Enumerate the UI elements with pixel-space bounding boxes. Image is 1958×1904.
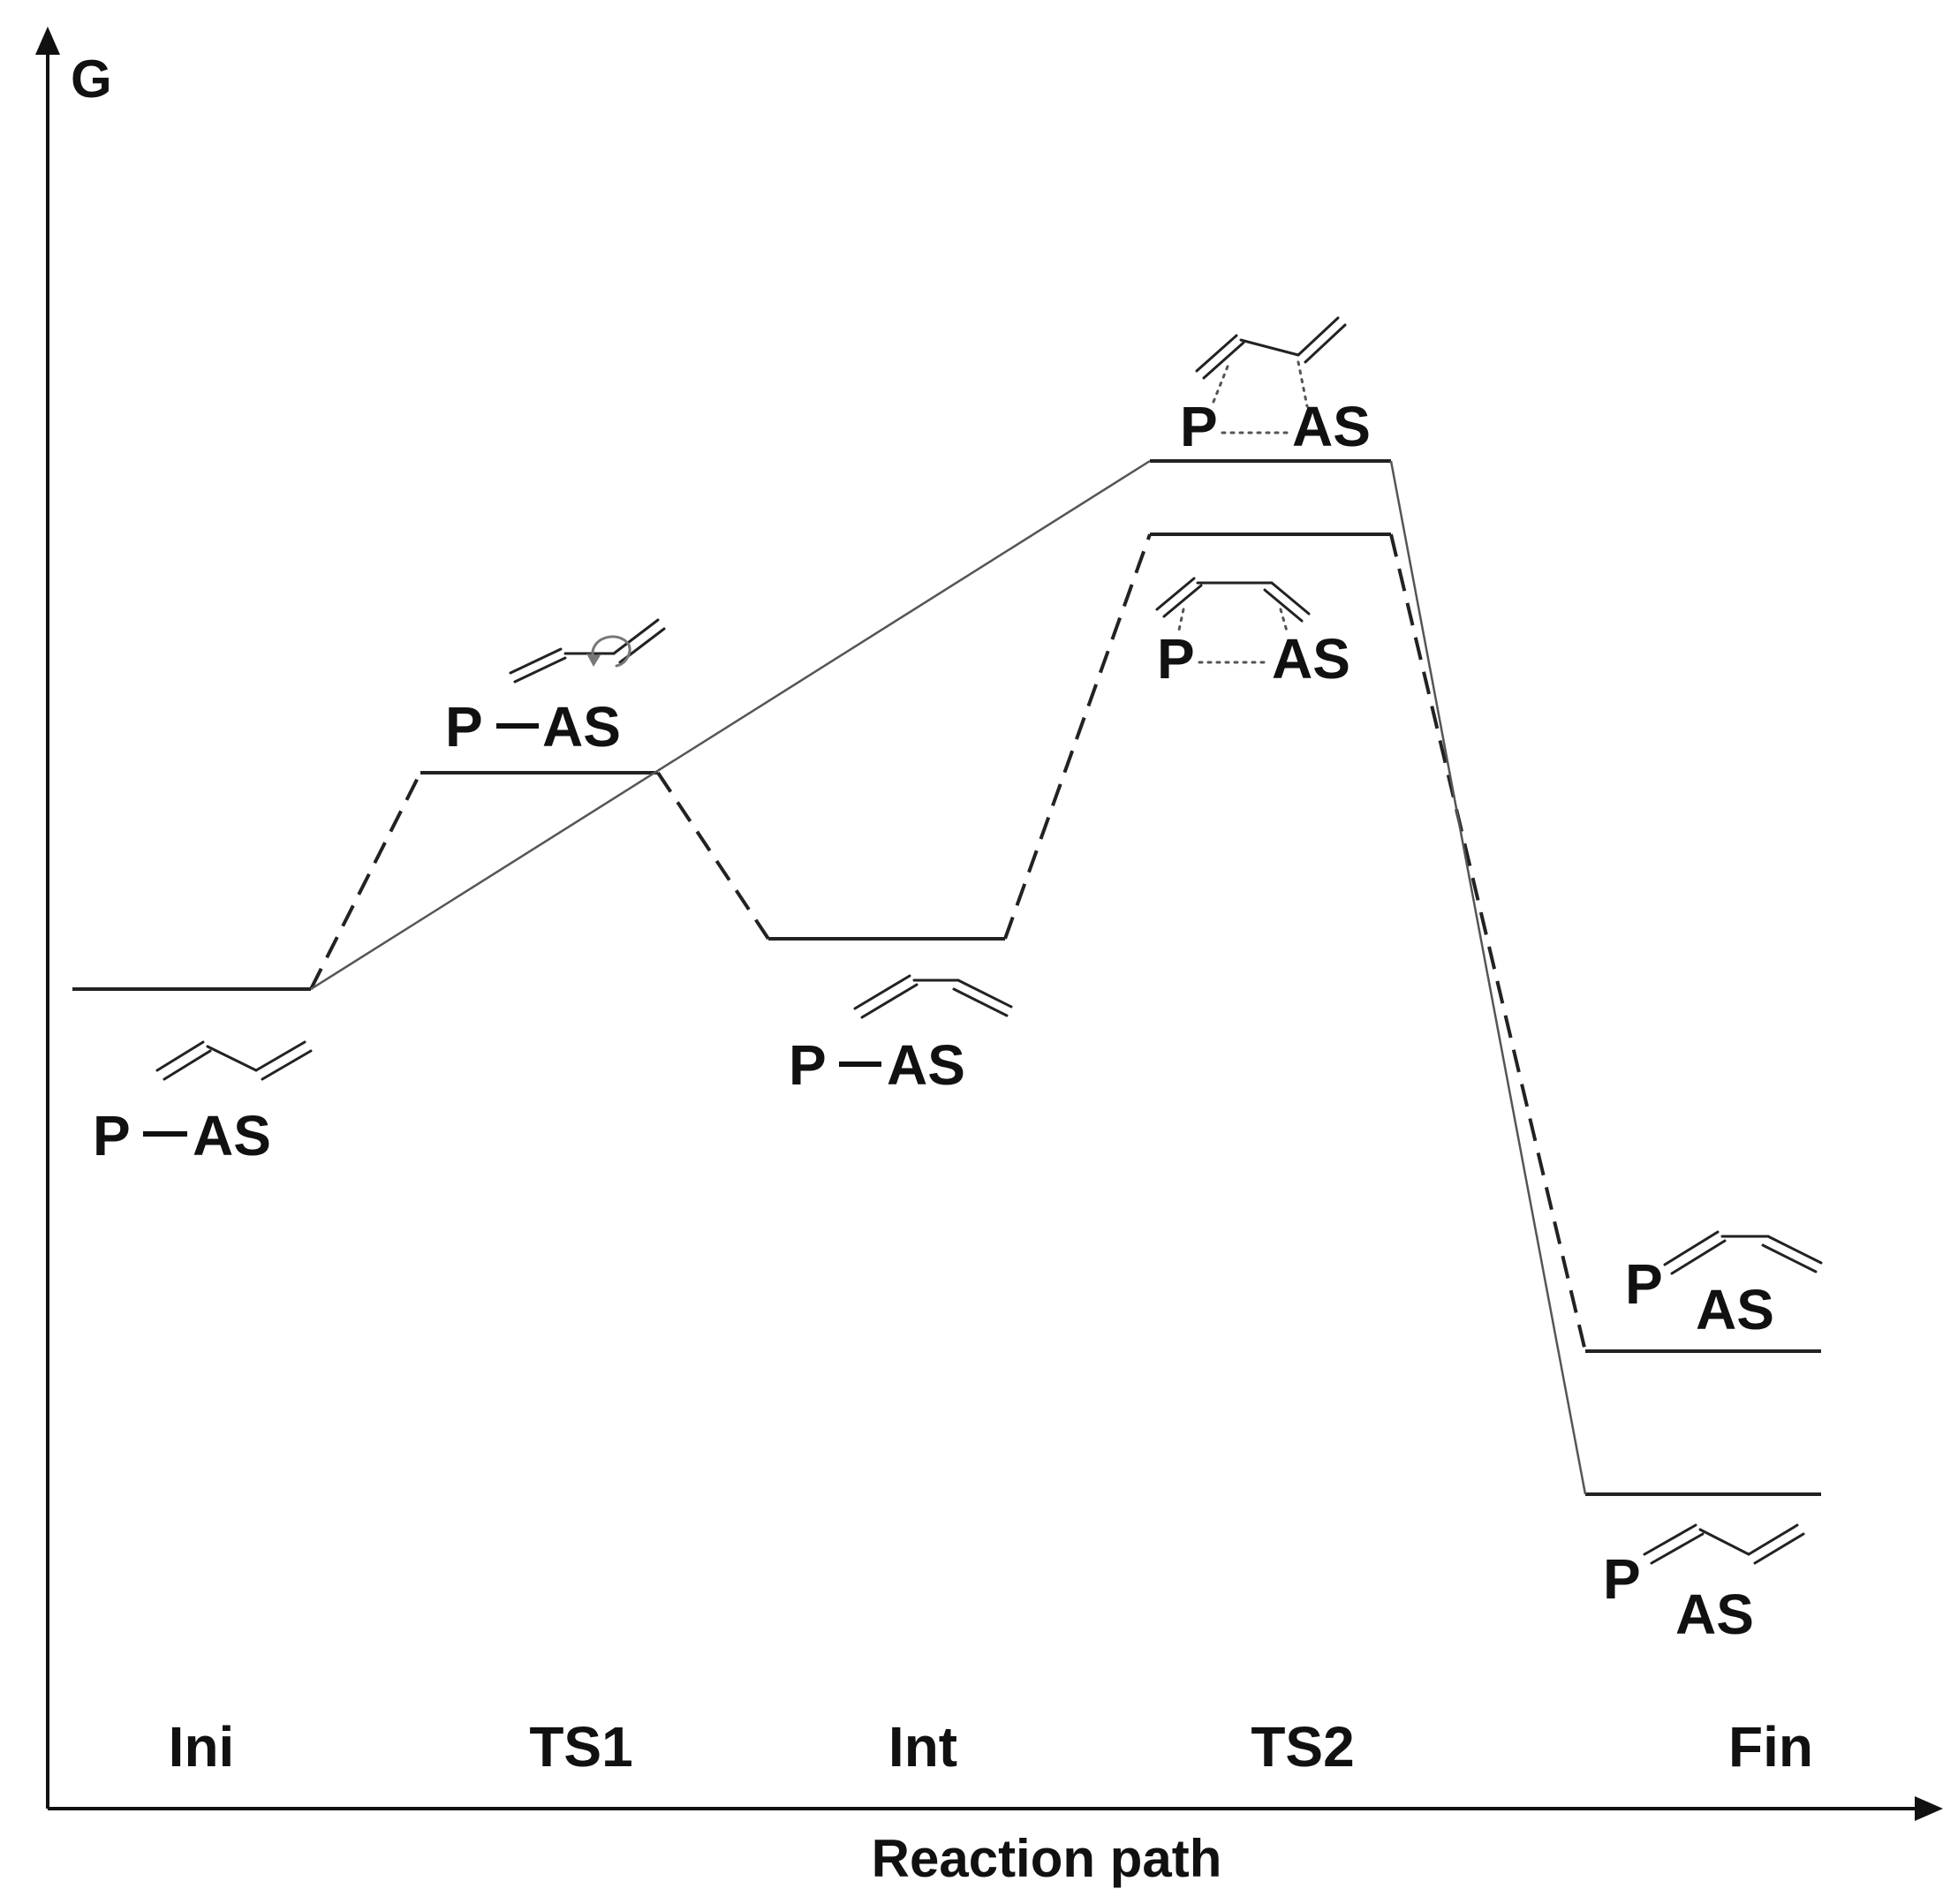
species-int-p: P [789, 1033, 827, 1097]
concerted-path-ts2-fin [1389, 460, 1587, 1495]
molecule-fin-upper-icon [1663, 1230, 1823, 1275]
concerted-path-ini-ts2 [310, 459, 1151, 991]
partial-bond-icon [1176, 608, 1185, 636]
species-fin-lower-p: P [1603, 1547, 1641, 1611]
partial-bond-icon [1279, 608, 1289, 636]
dashed-path-ini-ts1 [309, 772, 422, 990]
species-ts2-upper: P AS [1180, 316, 1371, 458]
species-ts2-lower-as: AS [1272, 627, 1350, 691]
dashed-path-int-ts2 [1003, 533, 1152, 940]
y-axis-arrowhead [35, 26, 60, 55]
species-ts1: P AS [445, 618, 666, 759]
species-fin-lower: P AS [1603, 1523, 1805, 1646]
species-ts2-lower: P AS [1155, 577, 1350, 691]
species-int: P AS [789, 974, 1013, 1097]
species-fin-lower-as: AS [1675, 1583, 1754, 1646]
molecule-int-icon [853, 974, 1013, 1019]
species-ini: P AS [93, 1040, 313, 1167]
species-ts2-lower-p: P [1157, 627, 1195, 691]
partial-bond-icon [1210, 365, 1229, 408]
species-ts2-upper-p: P [1180, 395, 1218, 458]
molecule-fin-lower-icon [1643, 1523, 1805, 1565]
stage-label-fin: Fin [1728, 1715, 1813, 1779]
stage-label-ts2: TS2 [1251, 1715, 1354, 1779]
species-fin-upper-as: AS [1696, 1278, 1774, 1341]
x-axis-label: Reaction path [872, 1829, 1222, 1888]
species-ini-as: AS [193, 1104, 271, 1167]
dashed-path-ts2-fin [1389, 533, 1587, 1352]
y-axis-label: G [71, 49, 112, 109]
species-fin-upper-p: P [1625, 1252, 1663, 1316]
molecule-ts1-icon [509, 618, 666, 684]
species-int-as: AS [887, 1033, 965, 1097]
stage-label-ini: Ini [169, 1715, 235, 1779]
species-ts1-as: AS [542, 695, 621, 759]
dashed-path-ts1-int [656, 771, 770, 941]
molecule-ts2-lower-icon [1155, 577, 1311, 636]
species-ini-p: P [93, 1104, 131, 1167]
stage-label-int: Int [888, 1715, 957, 1779]
species-ts1-p: P [445, 695, 483, 759]
rotation-arrow-icon [591, 635, 631, 668]
stage-label-ts1: TS1 [529, 1715, 632, 1779]
species-fin-upper: P AS [1625, 1230, 1823, 1341]
x-axis-arrowhead [1915, 1796, 1943, 1821]
molecule-ts2-upper-icon [1195, 316, 1347, 408]
species-ts2-upper-as: AS [1292, 395, 1371, 458]
molecule-ini-icon [155, 1040, 313, 1081]
partial-bond-icon [1297, 360, 1309, 408]
